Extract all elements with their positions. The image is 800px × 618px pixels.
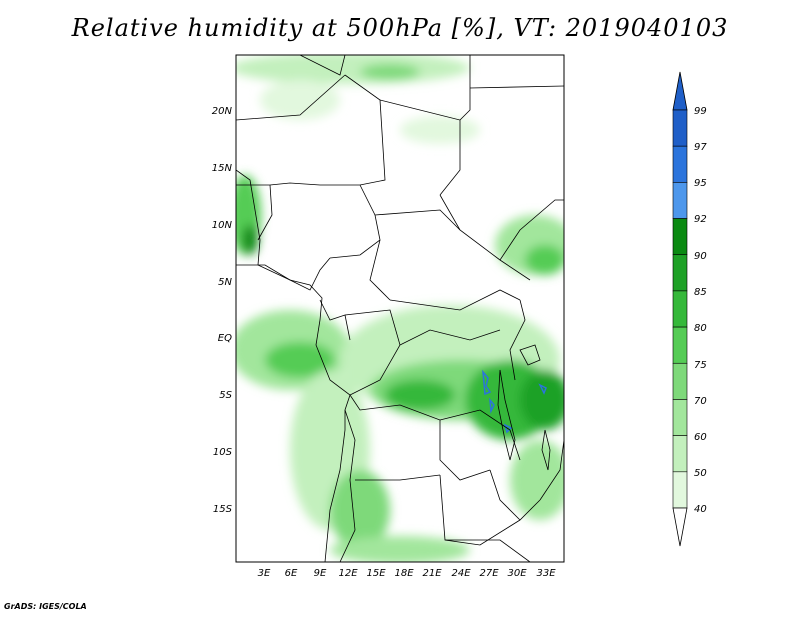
- lat-label: 10S: [213, 447, 233, 458]
- colorbar-cell: [672, 109, 688, 147]
- lon-label: 6E: [285, 568, 298, 579]
- colorbar-cell: [672, 254, 688, 292]
- colorbar-label: 85: [694, 287, 707, 298]
- lat-label: 15N: [212, 163, 233, 174]
- lat-label: 15S: [213, 504, 233, 515]
- colorbar-bottom-triangle: [672, 507, 688, 547]
- colorbar-cell: [672, 471, 688, 509]
- map-title: Relative humidity at 500hPa [%], VT: 201…: [71, 14, 729, 42]
- lon-label: 21E: [422, 568, 442, 579]
- colorbar-cells: [672, 109, 688, 509]
- colorbar-cell: [672, 145, 688, 183]
- country-borders: [236, 55, 564, 562]
- lon-label: 3E: [258, 568, 271, 579]
- lat-label: 5N: [218, 277, 232, 288]
- high-humidity-patches: [482, 369, 547, 434]
- colorbar-cell: [672, 218, 688, 256]
- colorbar-label: 50: [694, 468, 707, 479]
- lon-label: 18E: [394, 568, 414, 579]
- lon-label: 27E: [479, 568, 499, 579]
- lon-axis: 3E 6E 9E 12E 15E 18E 21E 24E 27E 30E 33E: [258, 568, 557, 579]
- colorbar-labels: 99 97 95 92 90 85 80 75 70 60 50 40: [694, 106, 707, 515]
- colorbar-label: 60: [694, 432, 707, 443]
- colorbar-label: 70: [694, 396, 707, 407]
- map-frame: [235, 54, 565, 563]
- grads-credit: GrADS: IGES/COLA: [4, 602, 87, 611]
- lon-label: 30E: [507, 568, 527, 579]
- lon-label: 9E: [314, 568, 327, 579]
- colorbar-cell: [672, 326, 688, 364]
- colorbar-label: 90: [694, 251, 707, 262]
- colorbar-label: 80: [694, 323, 707, 334]
- coastline: [236, 169, 351, 562]
- colorbar-cell: [672, 435, 688, 473]
- lon-label: 33E: [536, 568, 556, 579]
- colorbar-cell: [672, 399, 688, 436]
- lon-label: 24E: [451, 568, 471, 579]
- humidity-field: [236, 55, 564, 562]
- colorbar-top-triangle: [672, 71, 688, 111]
- colorbar-cell: [672, 290, 688, 328]
- colorbar-cell: [672, 362, 688, 400]
- lat-label: 5S: [219, 390, 232, 401]
- colorbar-label: 92: [694, 214, 707, 225]
- lakes: [497, 344, 551, 471]
- colorbar-label: 99: [694, 106, 707, 117]
- colorbar-label: 75: [694, 360, 707, 371]
- lon-label: 12E: [338, 568, 358, 579]
- lat-axis: 20N 15N 10N 5N EQ 5S 10S 15S: [212, 106, 233, 515]
- lat-label: 20N: [212, 106, 233, 117]
- colorbar: 99 97 95 92 90 85 80 75 70 60 50 40: [672, 71, 707, 547]
- colorbar-label: 40: [694, 504, 707, 515]
- colorbar-cell: [672, 182, 688, 219]
- lat-label: EQ: [218, 333, 232, 344]
- colorbar-label: 95: [694, 178, 707, 189]
- colorbar-label: 97: [694, 142, 707, 153]
- lat-label: 10N: [212, 220, 233, 231]
- lon-label: 15E: [366, 568, 386, 579]
